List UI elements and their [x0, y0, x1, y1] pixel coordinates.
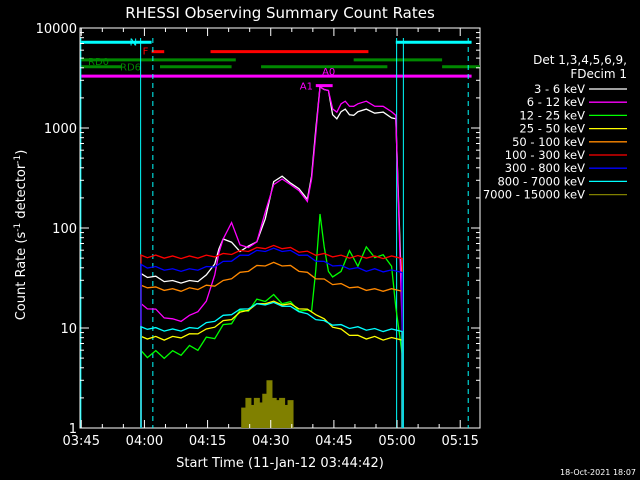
y-tick-label: 1000: [44, 122, 77, 137]
x-tick-label: 04:15: [189, 434, 226, 449]
chart-title: RHESSI Observing Summary Count Rates: [125, 4, 435, 22]
plot-frame: [79, 27, 481, 429]
y-axis-label-sup2: -1: [13, 155, 23, 164]
x-tick-label: 04:00: [126, 434, 163, 449]
y-tick-label: 10: [60, 322, 77, 337]
series-line: [140, 300, 403, 428]
legend-entry-label: 12 - 25 keV: [519, 108, 585, 122]
annotation-label: A0: [322, 67, 335, 78]
legend-entry-label: 25 - 50 keV: [519, 122, 585, 136]
y-axis-label-main: Count Rate (s: [14, 232, 29, 321]
x-tick-label: 04:30: [252, 434, 289, 449]
annotation-label: RD0: [88, 57, 109, 68]
annotation-label: A1: [300, 82, 313, 93]
legend-entry-label: 300 - 800 keV: [505, 161, 585, 175]
x-tick-label: 03:45: [63, 434, 100, 449]
legend-entry-label: 3 - 6 keV: [534, 82, 585, 96]
y-tick-label: 10000: [36, 22, 77, 37]
x-axis-ticks: 03:45 04:00 04:15 04:30 04:45 05:00 05:15: [63, 28, 479, 449]
y-axis-label-end: ): [14, 150, 29, 155]
x-tick-label: 05:15: [441, 434, 478, 449]
legend-header-1: Det 1,3,4,5,6,9,: [533, 53, 627, 67]
series-line: [140, 261, 403, 428]
series-layer: [140, 85, 403, 428]
y-tick-label: 100: [52, 222, 77, 237]
legend-entry-label: 50 - 100 keV: [512, 135, 585, 149]
annotation-bars: NF RD0 RD6 A0 A1: [81, 37, 480, 93]
annotation-label: RD6: [120, 63, 141, 74]
legend-header-2: FDecim 1: [570, 67, 627, 81]
timestamp: 18-Oct-2021 18:07: [560, 468, 636, 477]
y-axis-ticks: 1 10 100 1000 10000: [36, 22, 480, 437]
series-line: [140, 301, 403, 428]
series-line: [140, 244, 403, 428]
annotation-label: N: [130, 37, 137, 48]
series-line: [140, 213, 403, 428]
y-axis-label: Count Rate (s-1 detector-1): [13, 150, 29, 321]
x-axis-label: Start Time (11-Jan-12 03:44:42): [176, 456, 384, 471]
legend-entry-label: 100 - 300 keV: [505, 148, 585, 162]
y-tick-label: 1: [69, 422, 77, 437]
x-tick-label: 04:45: [315, 434, 352, 449]
vertical-markers: [80, 38, 469, 428]
y-axis-label-sup1: -1: [13, 223, 23, 232]
legend-entry-label: 800 - 7000 keV: [497, 174, 585, 188]
series-line: [140, 85, 403, 428]
y-axis-label-mid: detector: [14, 163, 29, 223]
annotation-label: F: [143, 47, 149, 58]
x-tick-label: 05:00: [378, 434, 415, 449]
legend-entry-label: 6 - 12 keV: [527, 95, 585, 109]
series-line: [140, 247, 403, 428]
series-line: [140, 85, 403, 428]
legend-entry-label: 7000 - 15000 keV: [483, 188, 585, 202]
